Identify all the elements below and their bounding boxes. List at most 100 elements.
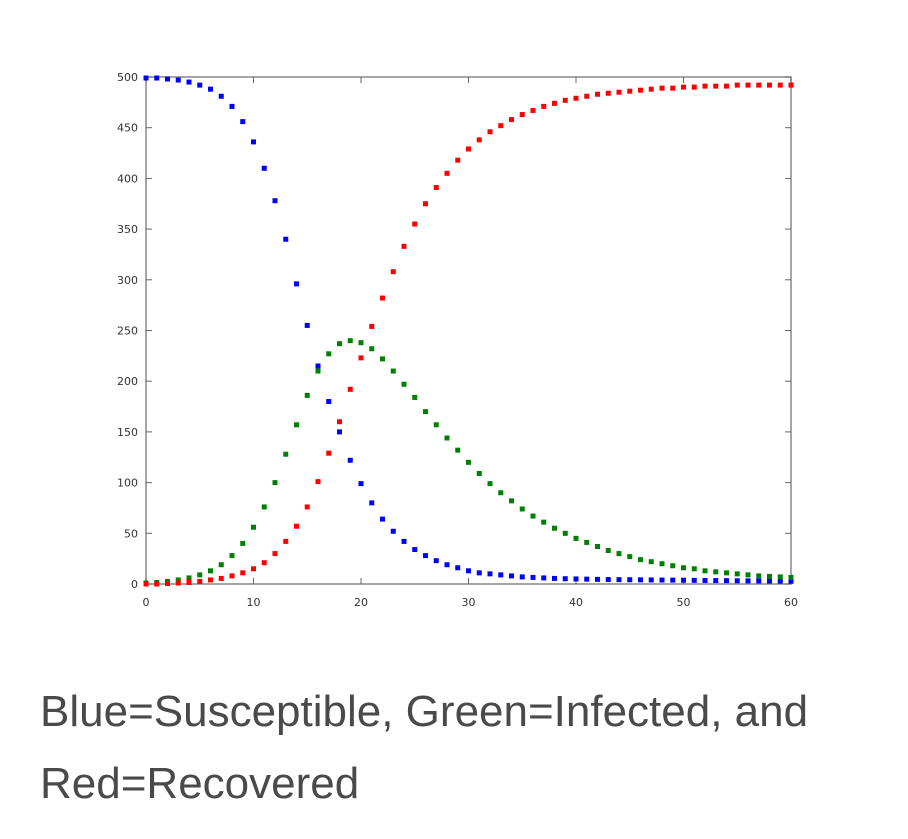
data-point [304, 322, 310, 328]
data-point [605, 548, 611, 554]
data-point [380, 356, 385, 362]
data-point [691, 577, 697, 583]
series-2 [143, 82, 794, 587]
data-point [412, 547, 418, 553]
data-point [713, 569, 719, 575]
data-point [347, 386, 353, 392]
data-point [584, 539, 590, 545]
data-point [369, 323, 375, 329]
x-tick-label: 50 [677, 596, 691, 609]
data-point [175, 580, 181, 586]
data-point [229, 553, 235, 559]
data-point [734, 578, 740, 584]
data-point [294, 422, 299, 428]
data-point [745, 572, 751, 578]
data-point [767, 573, 772, 579]
data-point [251, 139, 256, 145]
data-point [444, 562, 450, 568]
y-tick-label: 300 [117, 274, 138, 287]
y-tick-label: 500 [117, 71, 138, 84]
data-point [401, 243, 407, 249]
data-point [756, 573, 762, 579]
data-point [498, 572, 504, 578]
data-point [304, 504, 310, 510]
data-point [315, 363, 321, 369]
data-point [616, 89, 622, 95]
data-point [681, 565, 686, 571]
data-point [605, 577, 611, 583]
data-point [509, 573, 514, 579]
data-point [401, 538, 407, 544]
data-point [251, 566, 256, 572]
data-point [218, 562, 224, 568]
data-point [283, 451, 289, 457]
data-point [584, 576, 590, 582]
series-0 [143, 75, 794, 584]
data-point [713, 83, 719, 89]
data-point [573, 95, 579, 101]
data-point [283, 236, 289, 242]
data-point [272, 480, 278, 486]
data-point [412, 221, 418, 227]
data-point [240, 570, 246, 576]
data-point [197, 572, 203, 578]
sir-model-chart: 0 10 20 30 40 50 60 0 50 100 150 200 250 300 350 400 45… [117, 71, 798, 609]
data-point [541, 575, 547, 581]
data-point [638, 577, 643, 583]
data-point [724, 570, 729, 576]
data-point [390, 368, 396, 374]
data-point [175, 77, 181, 83]
y-tick-label: 200 [117, 375, 138, 388]
data-point [756, 578, 762, 584]
data-point [627, 88, 633, 94]
data-point [466, 568, 471, 574]
data-point [745, 578, 751, 584]
data-point [433, 422, 439, 428]
y-tick-label: 50 [124, 527, 138, 540]
data-point [455, 565, 461, 571]
data-point [218, 575, 224, 581]
data-point [756, 82, 762, 88]
data-point [444, 435, 450, 441]
data-point [229, 573, 235, 579]
data-point [165, 76, 170, 82]
y-tick-label: 400 [117, 172, 138, 185]
data-point [208, 568, 213, 574]
data-point [272, 551, 278, 557]
data-point [143, 581, 149, 587]
plot-area [145, 76, 792, 585]
data-point [197, 578, 203, 584]
data-point [530, 513, 536, 519]
data-point [240, 119, 246, 125]
data-point [487, 129, 493, 135]
data-point [573, 576, 579, 582]
data-point [455, 447, 461, 453]
data-point [261, 560, 267, 566]
data-point [165, 580, 170, 586]
data-point [509, 498, 514, 504]
data-point [433, 185, 439, 191]
data-point [390, 528, 396, 534]
data-point [777, 82, 783, 88]
data-point [154, 75, 160, 81]
data-point [423, 201, 428, 207]
data-point [702, 83, 708, 89]
data-point [455, 157, 461, 163]
data-point [326, 450, 332, 456]
data-point [218, 93, 224, 99]
data-point [638, 557, 643, 563]
data-point [627, 554, 633, 560]
data-point [251, 524, 256, 530]
data-point [724, 83, 729, 89]
y-tick-label: 0 [131, 578, 138, 591]
data-point [390, 269, 396, 275]
data-point [401, 381, 407, 387]
data-point [197, 82, 203, 88]
data-point [552, 575, 557, 581]
data-point [681, 84, 686, 90]
data-point [648, 577, 654, 583]
data-point [498, 490, 504, 496]
data-point [562, 97, 568, 103]
y-tick-label: 150 [117, 426, 138, 439]
data-point [283, 538, 289, 544]
